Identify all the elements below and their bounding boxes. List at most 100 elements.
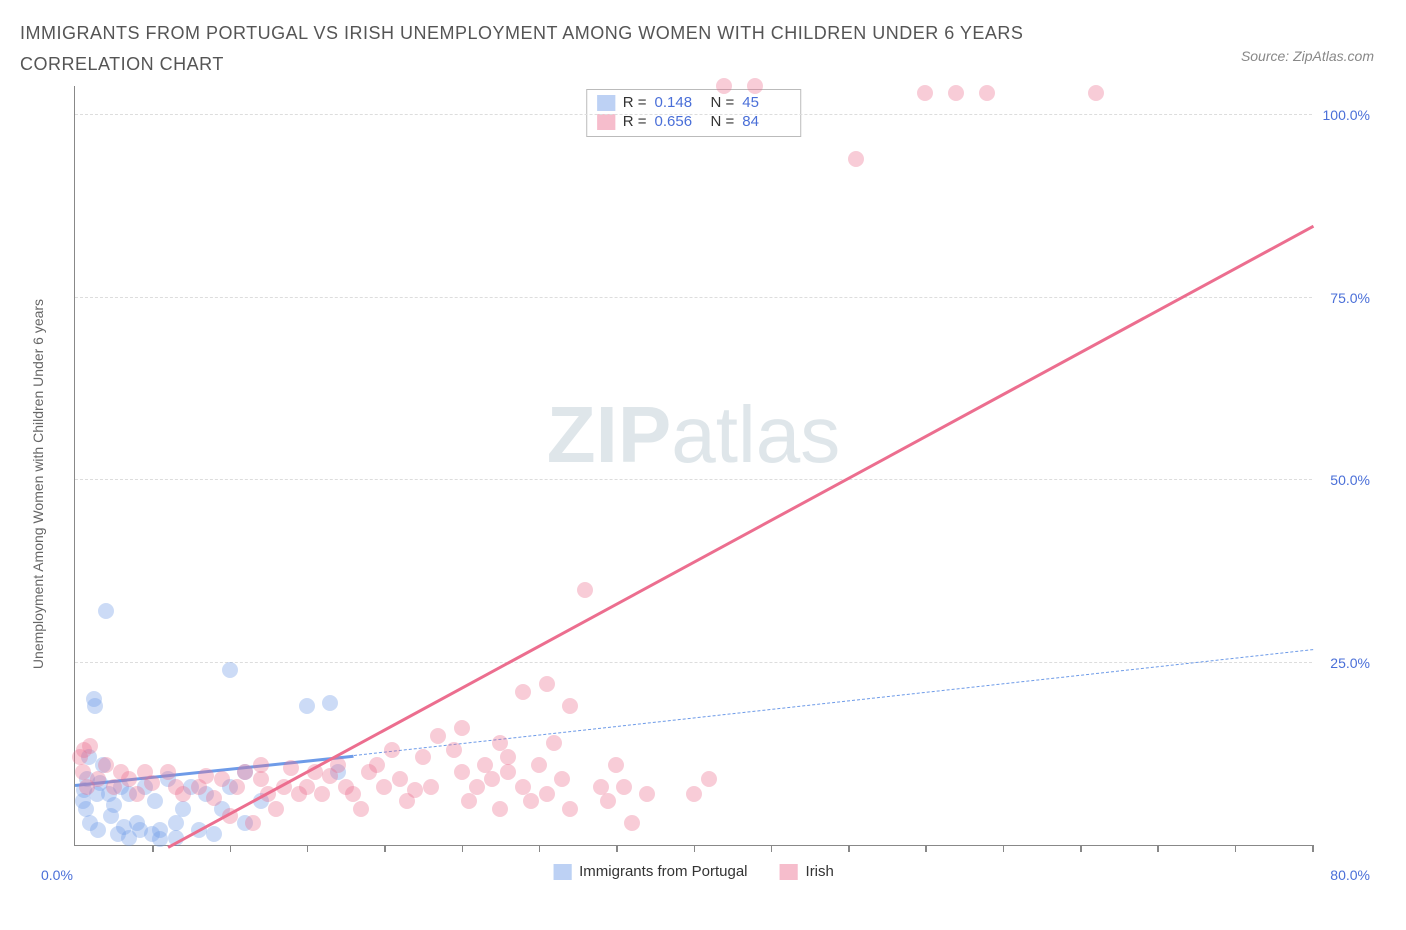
n-value: 45 xyxy=(742,94,790,111)
y-tick-label: 25.0% xyxy=(1330,655,1370,671)
data-point xyxy=(461,793,477,809)
data-point xyxy=(160,764,176,780)
data-point xyxy=(531,757,547,773)
legend-item-series1: Immigrants from Portugal xyxy=(553,863,747,880)
data-point xyxy=(747,78,763,94)
data-point xyxy=(469,779,485,795)
data-point xyxy=(600,793,616,809)
legend-label: Immigrants from Portugal xyxy=(579,863,747,880)
n-label: N = xyxy=(711,94,735,111)
data-point xyxy=(562,801,578,817)
data-point xyxy=(98,603,114,619)
data-point xyxy=(686,786,702,802)
source-label: Source: ZipAtlas.com xyxy=(1241,48,1374,64)
data-point xyxy=(322,695,338,711)
data-point xyxy=(144,775,160,791)
data-point xyxy=(593,779,609,795)
scatter-plot: ZIPatlas R = 0.148 N = 45 R = 0.656 N = … xyxy=(74,86,1312,846)
n-value: 84 xyxy=(742,113,790,130)
data-point xyxy=(345,786,361,802)
y-axis-label: Unemployment Among Women with Children U… xyxy=(30,298,46,668)
data-point xyxy=(430,728,446,744)
data-point xyxy=(979,85,995,101)
data-point xyxy=(299,698,315,714)
data-point xyxy=(98,757,114,773)
r-label: R = xyxy=(623,113,647,130)
data-point xyxy=(917,85,933,101)
data-point xyxy=(106,779,122,795)
data-point xyxy=(369,757,385,773)
data-point xyxy=(147,793,163,809)
x-tick xyxy=(925,845,927,852)
swatch-icon xyxy=(597,95,615,111)
x-tick xyxy=(462,845,464,852)
data-point xyxy=(229,779,245,795)
data-point xyxy=(407,782,423,798)
data-point xyxy=(492,735,508,751)
data-point xyxy=(121,771,137,787)
data-point xyxy=(701,771,717,787)
plot-wrap: Unemployment Among Women with Children U… xyxy=(52,86,1372,881)
r-value: 0.148 xyxy=(655,94,703,111)
x-tick xyxy=(1235,845,1237,852)
data-point xyxy=(848,151,864,167)
data-point xyxy=(314,786,330,802)
data-point xyxy=(639,786,655,802)
swatch-icon xyxy=(780,864,798,880)
data-point xyxy=(82,738,98,754)
swatch-icon xyxy=(597,114,615,130)
stats-row-series1: R = 0.148 N = 45 xyxy=(597,93,791,112)
data-point xyxy=(283,760,299,776)
y-tick-label: 75.0% xyxy=(1330,290,1370,306)
data-point xyxy=(198,768,214,784)
data-point xyxy=(577,582,593,598)
data-point xyxy=(376,779,392,795)
data-point xyxy=(616,779,632,795)
data-point xyxy=(539,786,555,802)
data-point xyxy=(539,676,555,692)
data-point xyxy=(477,757,493,773)
watermark: ZIPatlas xyxy=(547,389,840,481)
grid-line xyxy=(75,114,1312,115)
data-point xyxy=(454,720,470,736)
data-point xyxy=(222,662,238,678)
data-point xyxy=(562,698,578,714)
x-origin-label: 0.0% xyxy=(41,867,73,883)
swatch-icon xyxy=(553,864,571,880)
data-point xyxy=(214,771,230,787)
data-point xyxy=(624,815,640,831)
data-point xyxy=(87,698,103,714)
n-label: N = xyxy=(711,113,735,130)
x-tick xyxy=(307,845,309,852)
data-point xyxy=(152,831,168,847)
data-point xyxy=(392,771,408,787)
data-point xyxy=(500,749,516,765)
x-tick xyxy=(771,845,773,852)
data-point xyxy=(523,793,539,809)
x-tick xyxy=(152,845,154,852)
data-point xyxy=(268,801,284,817)
legend-item-series2: Irish xyxy=(780,863,834,880)
data-point xyxy=(554,771,570,787)
data-point xyxy=(948,85,964,101)
data-point xyxy=(454,764,470,780)
y-tick-label: 50.0% xyxy=(1330,472,1370,488)
grid-line xyxy=(75,479,1312,480)
data-point xyxy=(75,764,91,780)
data-point xyxy=(253,757,269,773)
grid-line xyxy=(75,662,1312,663)
x-tick xyxy=(384,845,386,852)
bottom-legend: Immigrants from Portugal Irish xyxy=(553,863,834,880)
data-point xyxy=(384,742,400,758)
data-point xyxy=(608,757,624,773)
x-tick xyxy=(539,845,541,852)
x-tick xyxy=(1312,845,1314,852)
trend-line xyxy=(167,225,1313,848)
data-point xyxy=(492,801,508,817)
data-point xyxy=(168,815,184,831)
r-label: R = xyxy=(623,94,647,111)
data-point xyxy=(515,684,531,700)
x-tick xyxy=(1080,845,1082,852)
data-point xyxy=(175,801,191,817)
data-point xyxy=(206,826,222,842)
